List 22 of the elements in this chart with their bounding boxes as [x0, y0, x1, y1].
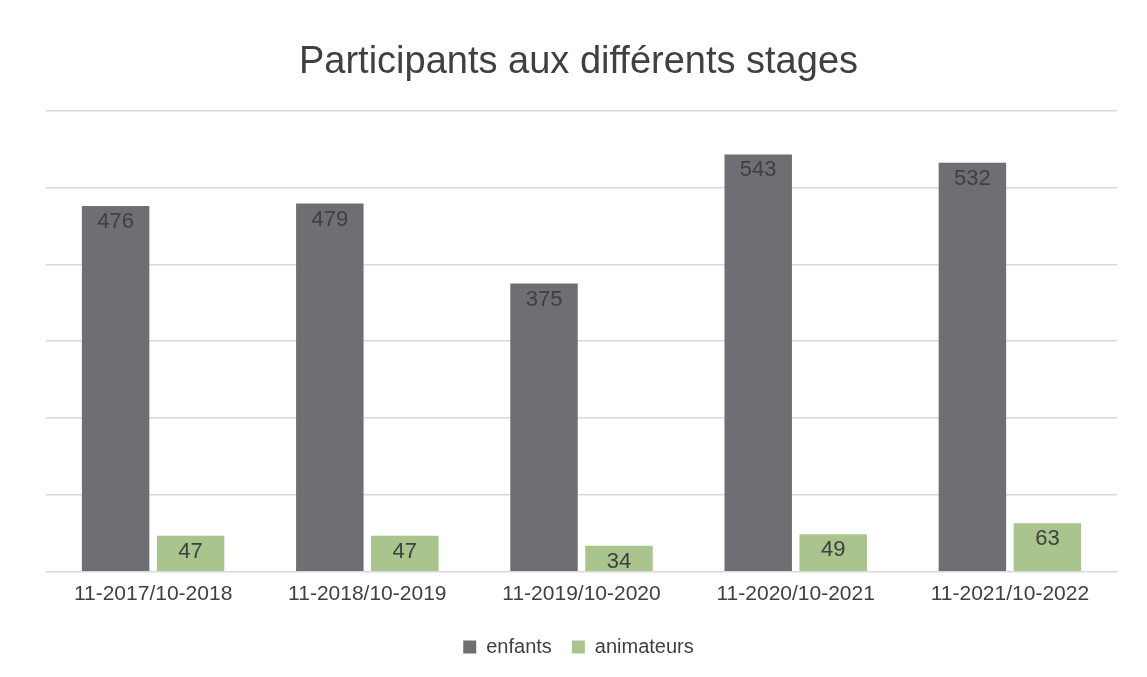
bar [510, 283, 578, 572]
data-label: 49 [820, 536, 846, 562]
bar [938, 162, 1007, 572]
bar [1013, 523, 1082, 572]
chart-title: Participants aux différents stages [298, 39, 859, 82]
bar [156, 535, 225, 572]
x-tick-label: 11-2018/10-2019 [288, 581, 447, 605]
bar [296, 203, 364, 572]
x-tick-label: 11-2020/10-2021 [716, 581, 875, 605]
data-label: 63 [1035, 525, 1060, 551]
x-tick-label: 11-2017/10-2018 [73, 581, 233, 605]
legend-label: animateurs [594, 634, 694, 657]
x-tick-label: 11-2019/10-2020 [502, 581, 661, 605]
bar [799, 534, 867, 572]
data-label: 47 [392, 537, 418, 563]
bar [724, 154, 792, 572]
legend-label: enfants [486, 634, 552, 657]
bar [371, 535, 439, 572]
bar [81, 205, 150, 572]
data-label: 34 [606, 547, 632, 573]
data-label: 47 [178, 537, 203, 563]
x-tick-label: 11-2021/10-2022 [930, 581, 1090, 605]
